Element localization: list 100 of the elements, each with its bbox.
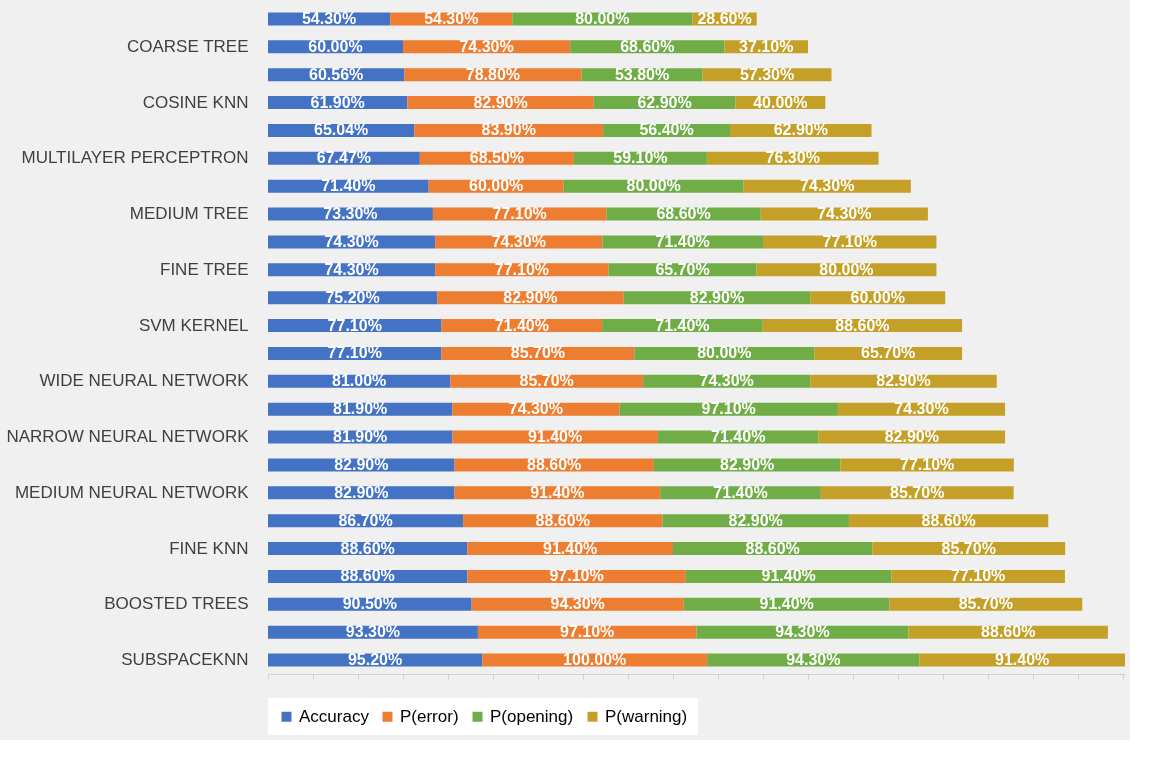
data-label: 73.30% [323,205,378,223]
data-label: 74.30% [800,177,855,195]
data-label: 67.47% [316,149,372,167]
data-label: 91.40% [761,567,816,585]
y-tick-label: BOOSTED TREES [104,594,249,614]
data-label: 81.90% [333,400,388,418]
data-label: 86.70% [338,511,393,529]
y-tick-label: SUBSPACEKNN [121,650,249,670]
data-label: 77.10% [327,344,382,362]
legend-label: P(warning) [605,706,688,726]
data-label: 68.60% [656,205,711,223]
legend-label: P(error) [400,706,459,726]
data-label: 71.40% [711,428,766,446]
data-label: 28.60% [697,9,752,27]
data-label: 82.90% [689,288,745,306]
data-label: 82.90% [728,511,783,529]
data-label: 91.40% [527,428,583,446]
y-tick-label: NARROW NEURAL NETWORK [6,427,250,447]
data-label: 91.40% [759,595,814,613]
data-label: 61.90% [310,93,365,111]
data-label: 88.60% [340,567,395,585]
data-label: 82.90% [876,372,931,390]
data-label: 74.30% [699,372,754,390]
data-label: 94.30% [775,623,830,641]
y-tick-label: FINE KNN [169,538,249,558]
data-label: 94.30% [786,651,841,669]
data-label: 65.04% [314,121,369,139]
data-label: 82.90% [719,455,775,473]
data-label: 54.30% [301,9,357,27]
y-tick-label: WIDE NEURAL NETWORK [39,371,250,391]
data-label: 80.00% [697,344,752,362]
data-label: 78.80% [465,65,521,83]
legend-label: Accuracy [299,706,370,726]
data-label: 100.00% [563,651,627,669]
data-label: 81.90% [333,428,388,446]
data-label: 88.60% [981,623,1036,641]
data-label: 97.10% [560,623,615,641]
data-label: 77.10% [327,316,382,334]
data-label: 82.90% [334,483,389,501]
data-label: 74.30% [459,37,514,55]
data-label: 88.60% [527,455,582,473]
data-label: 88.60% [921,511,976,529]
data-label: 62.90% [637,93,692,111]
data-label: 97.10% [701,400,756,418]
data-label: 74.30% [817,205,872,223]
data-label: 77.10% [822,232,877,250]
data-label: 80.00% [626,177,681,195]
data-label: 74.30% [324,232,379,250]
data-label: 81.00% [331,372,387,390]
data-label: 85.70% [510,344,566,362]
y-tick-label: MEDIUM NEURAL NETWORK [14,482,250,502]
y-tick-label: MEDIUM TREE [129,204,249,224]
data-label: 71.40% [655,232,710,250]
data-label: 85.70% [958,595,1013,613]
data-label: 93.30% [345,623,401,641]
data-label: 85.70% [519,372,574,390]
data-label: 90.50% [342,595,397,613]
data-label: 75.20% [325,288,380,306]
y-tick-label: FINE TREE [160,259,249,279]
data-label: 40.00% [753,93,808,111]
legend-label: P(opening) [490,706,574,726]
data-label: 85.70% [890,483,945,501]
data-label: 65.70% [861,344,916,362]
data-label: 80.00% [819,260,874,278]
data-label: 71.40% [321,177,376,195]
y-tick-label: MULTILAYER PERCEPTRON [21,148,249,168]
data-label: 65.70% [655,260,710,278]
data-label: 88.60% [745,539,800,557]
data-label: 37.10% [739,37,794,55]
data-label: 82.90% [884,428,939,446]
data-label: 71.40% [494,316,549,334]
data-label: 74.30% [894,400,949,418]
data-label: 76.30% [765,149,820,167]
data-label: 60.00% [469,177,524,195]
data-label: 71.40% [713,483,768,501]
data-label: 54.30% [424,9,479,27]
data-label: 71.40% [655,316,710,334]
data-label: 57.30% [739,65,795,83]
data-label: 77.10% [492,205,547,223]
data-label: 60.00% [850,288,905,306]
data-label: 91.40% [543,539,598,557]
data-label: 82.90% [334,455,389,473]
y-tick-label: SVM KERNEL [138,315,249,335]
data-label: 88.60% [835,316,890,334]
data-label: 82.90% [473,93,528,111]
data-label: 74.30% [508,400,563,418]
data-label: 62.90% [773,121,828,139]
data-label: 53.80% [614,65,670,83]
data-label: 74.30% [324,260,379,278]
y-tick-label: COARSE TREE [126,36,249,56]
data-label: 60.00% [308,37,363,55]
data-label: 91.40% [995,651,1050,669]
data-label: 68.50% [469,149,524,167]
data-label: 74.30% [491,232,546,250]
data-label: 95.20% [347,651,403,669]
data-label: 80.00% [575,9,630,27]
data-label: 77.10% [899,455,955,473]
data-label: 85.70% [941,539,996,557]
data-label: 60.56% [309,65,364,83]
data-label: 91.40% [530,483,585,501]
